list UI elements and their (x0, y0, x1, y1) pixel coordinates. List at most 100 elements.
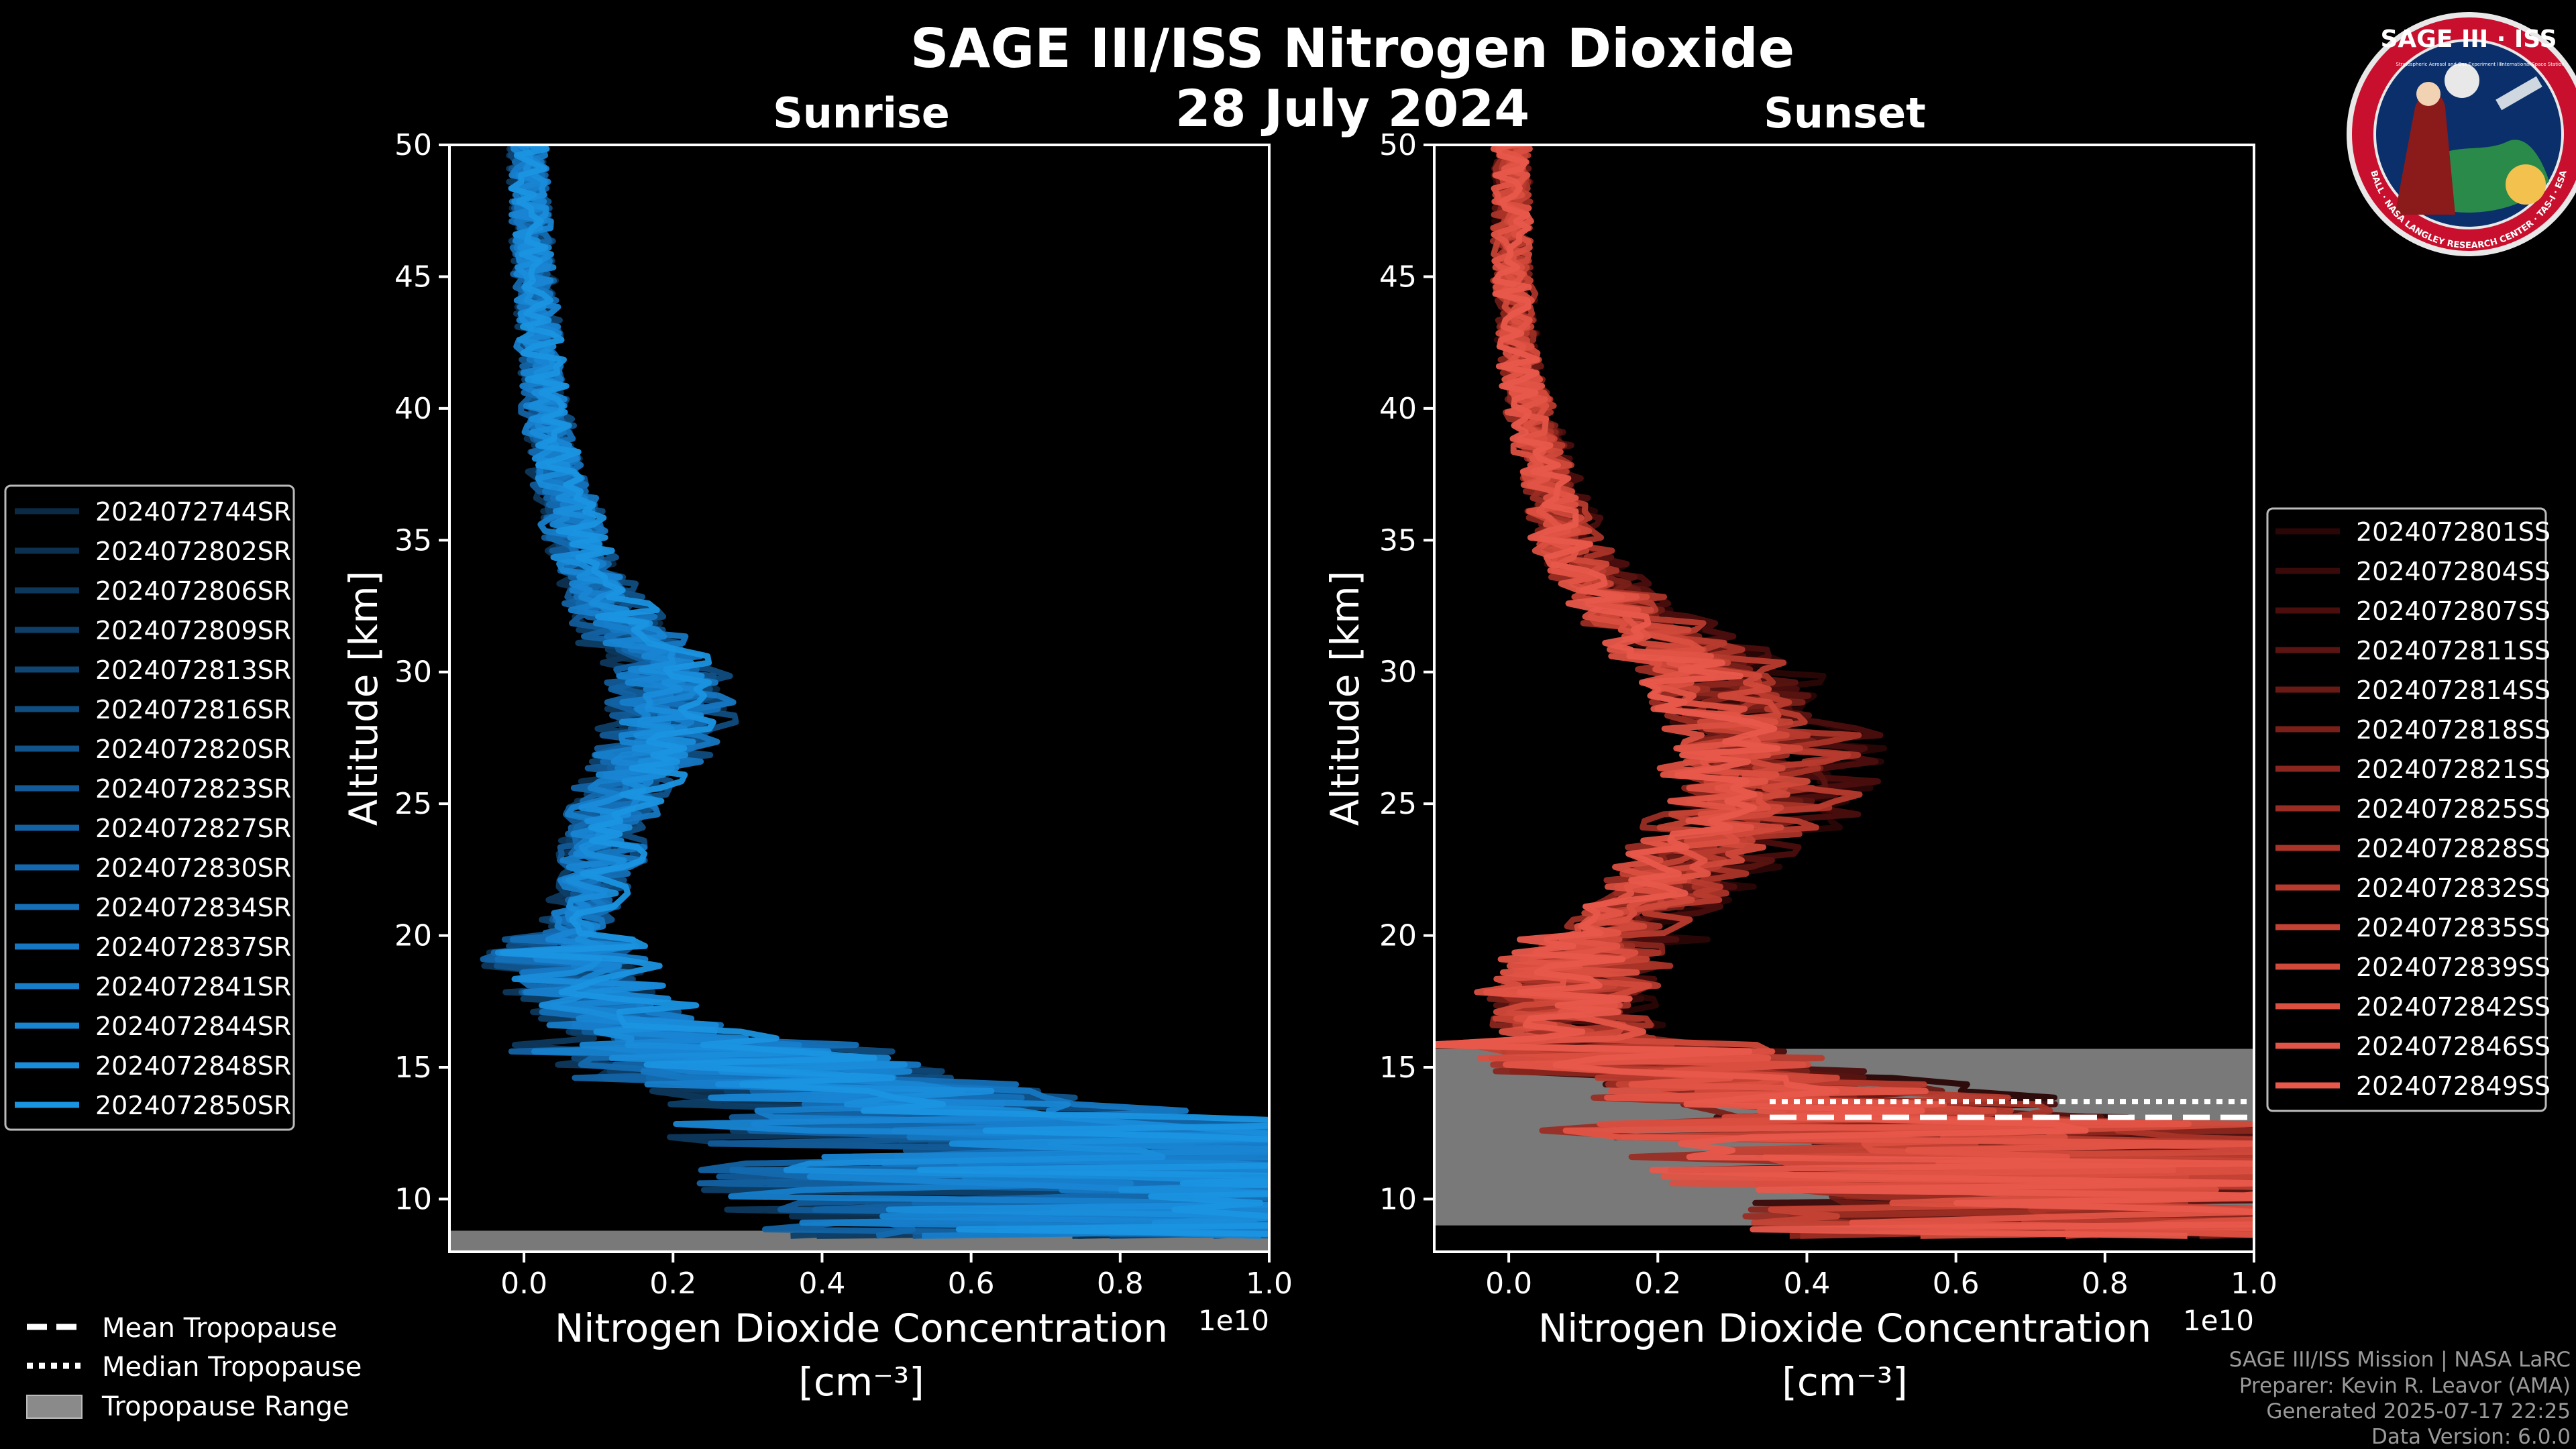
legend-label-2024072830SR: 2024072830SR (95, 853, 291, 883)
x-tick-label: 0.4 (1783, 1267, 1830, 1301)
astronomer-figure-icon (2395, 92, 2455, 215)
legend-label-2024072809SR: 2024072809SR (95, 616, 291, 645)
y-tick-label: 10 (394, 1182, 432, 1216)
sunrise-plot: 0.0 0.2 0.4 0.6 0.8 1.0 10 15 20 25 30 35 40 45 50 1e… (341, 128, 1293, 1405)
legend-label-2024072848SR: 2024072848SR (95, 1051, 291, 1081)
legend-label-2024072841SR: 2024072841SR (95, 972, 291, 1002)
legend-label-2024072850SR: 2024072850SR (95, 1091, 291, 1120)
x-tick-label: 1.0 (2231, 1267, 2277, 1301)
sage-iss-mission-logo: SAGE III · ISS Stratospheric Aerosol and… (2347, 12, 2576, 256)
legend-label-2024072834SR: 2024072834SR (95, 893, 291, 922)
sunset-y-axis-label: Altitude [km] (1322, 571, 1368, 826)
footer-line-generated: Generated 2025-07-17 22:25 (2266, 1399, 2571, 1424)
y-tick-label: 15 (394, 1051, 432, 1085)
legend-label-2024072802SR: 2024072802SR (95, 537, 291, 566)
y-tick-label: 30 (394, 655, 432, 690)
y-tick-label: 20 (394, 919, 432, 953)
profile-line-2024072850SR (499, 145, 1269, 1238)
tropopause-range-swatch (26, 1395, 83, 1419)
legend-label-2024072825SS: 2024072825SS (2356, 794, 2551, 824)
y-tick-label: 45 (394, 260, 432, 294)
y-tick-label: 35 (394, 523, 432, 557)
legend-label-2024072846SS: 2024072846SS (2356, 1032, 2551, 1061)
logo-title: SAGE III · ISS (2380, 25, 2557, 53)
legend-label-2024072804SS: 2024072804SS (2356, 557, 2551, 586)
y-tick-label: 15 (1379, 1051, 1417, 1085)
sunrise-y-axis-label: Altitude [km] (341, 571, 386, 826)
legend-label-2024072818SS: 2024072818SS (2356, 715, 2551, 745)
logo-tagline-right: International Space Station (2500, 62, 2564, 67)
footer-line-mission: SAGE III/ISS Mission | NASA LaRC (2229, 1348, 2571, 1372)
y-tick-label: 20 (1379, 919, 1417, 953)
x-tick-label: 0.8 (1097, 1267, 1144, 1301)
legend-label-2024072849SS: 2024072849SS (2356, 1071, 2551, 1101)
x-tick-label: 1.0 (1246, 1267, 1293, 1301)
legend-label-2024072820SR: 2024072820SR (95, 735, 291, 764)
y-tick-label: 30 (1379, 655, 1417, 690)
y-tick-label: 10 (1379, 1182, 1417, 1216)
y-tick-label: 50 (1379, 128, 1417, 162)
legend-label-2024072835SS: 2024072835SS (2356, 913, 2551, 943)
legend-label-2024072828SS: 2024072828SS (2356, 834, 2551, 863)
x-tick-label: 0.6 (948, 1267, 995, 1301)
y-tick-label: 25 (1379, 787, 1417, 821)
logo-tagline-left: Stratospheric Aerosol and Gas Experiment… (2396, 62, 2501, 67)
sunset-panel-title: Sunset (1764, 89, 1926, 138)
tropopause-range-label: Tropopause Range (101, 1391, 350, 1422)
footer-line-version: Data Version: 6.0.0 (2371, 1425, 2571, 1449)
x-tick-label: 0.6 (1933, 1267, 1980, 1301)
legend-label-2024072814SS: 2024072814SS (2356, 676, 2551, 705)
footer-line-preparer: Preparer: Kevin R. Leavor (AMA) (2239, 1374, 2571, 1398)
x-tick-label: 0.4 (798, 1267, 845, 1301)
median-tropopause-label: Median Tropopause (102, 1352, 362, 1383)
sunrise-x-scale-label: 1e10 (1198, 1304, 1269, 1337)
space-station-icon (2496, 76, 2542, 111)
sunset-x-axis-unit: [cm⁻³] (1782, 1359, 1908, 1405)
legend-label-2024072821SS: 2024072821SS (2356, 755, 2551, 784)
profile-line-2024072849SS (1434, 145, 2254, 1239)
y-tick-label: 40 (1379, 392, 1417, 426)
legend-label-2024072823SR: 2024072823SR (95, 774, 291, 804)
sunset-legend: 2024072801SS 2024072804SS 2024072807SS 2024… (2266, 507, 2551, 1112)
figure-title: SAGE III/ISS Nitrogen Dioxide (910, 17, 1794, 80)
footer-credits: SAGE III/ISS Mission | NASA LaRC Prepare… (2229, 1348, 2571, 1449)
sunrise-plot-frame (448, 144, 1271, 1253)
legend-label-2024072813SR: 2024072813SR (95, 655, 291, 685)
y-tick-label: 35 (1379, 523, 1417, 557)
sunrise-panel-title: Sunrise (773, 89, 950, 138)
x-tick-label: 0.8 (2082, 1267, 2129, 1301)
x-tick-label: 0.2 (649, 1267, 696, 1301)
legend-label-2024072816SR: 2024072816SR (95, 695, 291, 724)
astronomer-head-icon (2416, 82, 2440, 106)
legend-label-2024072844SR: 2024072844SR (95, 1012, 291, 1041)
tropopause-legend: Mean Tropopause Median Tropopause Tropop… (26, 1313, 362, 1422)
sunrise-legend-box (4, 484, 295, 1131)
y-tick-label: 40 (394, 392, 432, 426)
sunset-x-scale-label: 1e10 (2183, 1304, 2254, 1337)
legend-label-2024072837SR: 2024072837SR (95, 932, 291, 962)
sunset-x-axis-label: Nitrogen Dioxide Concentration (1538, 1305, 2151, 1351)
sunrise-x-axis-label: Nitrogen Dioxide Concentration (555, 1305, 1168, 1351)
y-tick-label: 50 (394, 128, 432, 162)
legend-label-2024072842SS: 2024072842SS (2356, 992, 2551, 1022)
sun-icon (2506, 164, 2546, 205)
legend-label-2024072807SS: 2024072807SS (2356, 596, 2551, 626)
y-tick-label: 25 (394, 787, 432, 821)
sunset-legend-box (2266, 507, 2547, 1112)
y-tick-label: 45 (1379, 260, 1417, 294)
figure-date: 28 July 2024 (1175, 78, 1529, 138)
legend-label-2024072839SS: 2024072839SS (2356, 953, 2551, 982)
sunrise-x-axis-unit: [cm⁻³] (798, 1359, 924, 1405)
sunset-plot-frame (1433, 144, 2255, 1253)
legend-label-2024072801SS: 2024072801SS (2356, 517, 2551, 547)
sunset-plot: 0.0 0.2 0.4 0.6 0.8 1.0 10 15 20 25 30 35 40 45 50 1e… (1322, 128, 2277, 1405)
legend-label-2024072827SR: 2024072827SR (95, 814, 291, 843)
legend-label-2024072744SR: 2024072744SR (95, 497, 291, 527)
legend-label-2024072832SS: 2024072832SS (2356, 873, 2551, 903)
moon-icon (2445, 63, 2479, 98)
x-tick-label: 0.2 (1634, 1267, 1681, 1301)
legend-label-2024072811SS: 2024072811SS (2356, 636, 2551, 665)
sunrise-legend: 2024072744SR 2024072802SR 2024072806SR 2024… (4, 484, 295, 1131)
x-tick-label: 0.0 (500, 1267, 547, 1301)
